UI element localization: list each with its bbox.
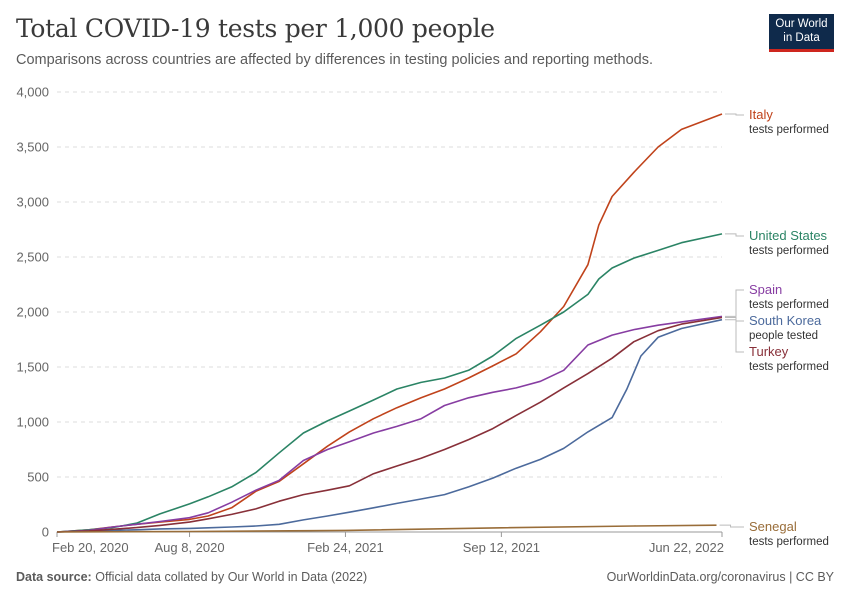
license-link[interactable]: OurWorldinData.org/coronavirus | CC BY	[606, 570, 834, 584]
chart-title: Total COVID-19 tests per 1,000 people	[16, 14, 495, 43]
legend-sublabel-turkey: tests performed	[749, 361, 829, 373]
legend-label-italy: Italy	[749, 107, 773, 122]
y-axis: 0 500 1,000 1,500 2,000 2,500 3,000 3,500 4,000	[16, 85, 49, 540]
series-line-senegal	[56, 524, 717, 533]
y-tick-label: 4,000	[16, 85, 49, 100]
line-chart: 05001,0001,5002,0002,5003,0003,5004,000 …	[16, 85, 829, 556]
legend-connector-south-korea	[725, 319, 744, 322]
logo-line-1: Our World	[775, 18, 828, 30]
legend-label-turkey: Turkey	[749, 344, 789, 359]
x-tick-label: Feb 20, 2020	[52, 540, 129, 555]
chart-grid	[57, 91, 722, 533]
x-tick-label: Sep 12, 2021	[463, 540, 540, 555]
legend-sublabel-italy: tests performed	[749, 124, 829, 136]
legend-connector-united-states	[725, 233, 744, 237]
y-tick-label: 2,500	[16, 250, 49, 265]
legend-label-south-korea: South Korea	[749, 313, 822, 328]
data-source-text: Official data collated by Our World in D…	[95, 570, 368, 584]
legend-connector-turkey	[725, 317, 744, 353]
y-tick-label: 0	[42, 525, 49, 540]
series-line-italy	[56, 113, 723, 533]
chart-subtitle: Comparisons across countries are affecte…	[16, 52, 654, 68]
legend-sublabel-south-korea: people tested	[749, 330, 818, 342]
legend-connector-italy	[725, 113, 744, 116]
chart-legend: Italy tests performed United States tests p…	[719, 107, 829, 548]
y-tick-label: 500	[27, 470, 49, 485]
series-line-turkey	[56, 316, 723, 533]
series-line-south-korea	[56, 318, 723, 533]
legend-label-senegal: Senegal	[749, 519, 797, 534]
series-line-spain	[56, 315, 723, 533]
chart-lines	[56, 113, 723, 533]
legend-connector-senegal	[719, 524, 744, 528]
x-tick-label: Feb 24, 2021	[307, 540, 384, 555]
y-tick-label: 3,000	[16, 195, 49, 210]
x-tick-label: Aug 8, 2020	[154, 540, 224, 555]
y-tick-label: 1,000	[16, 415, 49, 430]
x-axis: Feb 20, 2020 Aug 8, 2020 Feb 24, 2021 Sep 1…	[52, 532, 724, 555]
legend-sublabel-senegal: tests performed	[749, 536, 829, 548]
legend-sublabel-united-states: tests performed	[749, 245, 829, 257]
legend-sublabel-spain: tests performed	[749, 299, 829, 311]
y-tick-label: 3,500	[16, 140, 49, 155]
y-tick-label: 1,500	[16, 360, 49, 375]
x-tick-label: Jun 22, 2022	[649, 540, 724, 555]
owid-logo[interactable]: Our World in Data	[769, 14, 834, 52]
legend-label-spain: Spain	[749, 282, 782, 297]
series-line-united-states	[56, 233, 723, 533]
logo-line-2: in Data	[783, 32, 820, 44]
legend-connector-spain	[725, 289, 744, 317]
y-tick-label: 2,000	[16, 305, 49, 320]
data-source: Data source: Official data collated by O…	[16, 570, 367, 584]
legend-label-united-states: United States	[749, 228, 828, 243]
data-source-label: Data source:	[16, 570, 92, 584]
